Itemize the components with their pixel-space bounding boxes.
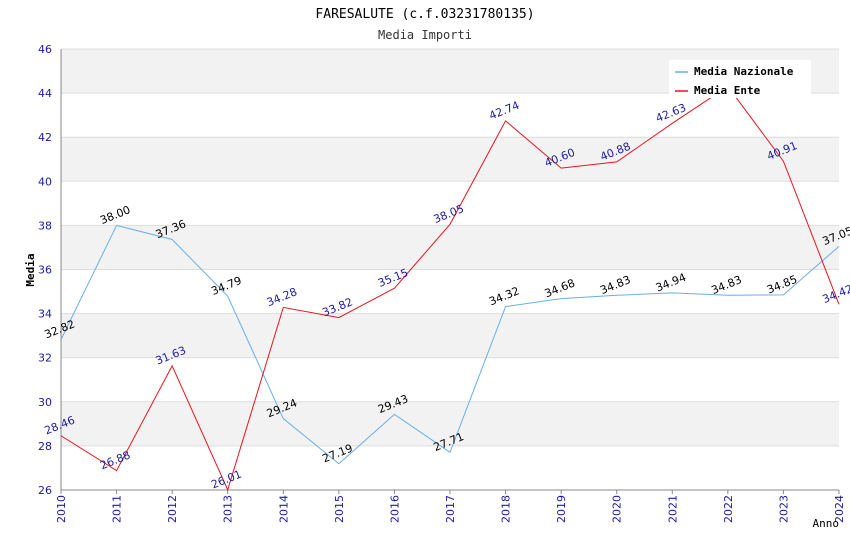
y-axis-label: Media <box>24 253 37 286</box>
x-tick-label: 2017 <box>444 495 457 523</box>
chart-subtitle: Media Importi <box>378 28 472 42</box>
series-line-media-nazionale <box>60 224 840 465</box>
legend: Media Nazionale Media Ente <box>669 60 811 98</box>
background-band <box>61 137 839 182</box>
x-tick-label: 2021 <box>666 495 679 523</box>
x-tick-label: 2014 <box>277 495 290 523</box>
y-tick-label: 36 <box>38 264 52 277</box>
x-tick-label: 2016 <box>388 495 401 523</box>
x-axis-label: Anno <box>813 517 840 530</box>
series-line-media-ente <box>60 85 840 492</box>
x-tick-label: 2018 <box>500 495 513 523</box>
y-tick-label: 32 <box>38 352 52 365</box>
x-tick-label: 2010 <box>55 495 68 523</box>
background-band <box>61 225 839 270</box>
legend-label-media-ente: Media Ente <box>694 84 761 97</box>
background-band <box>61 445 839 490</box>
background-band <box>61 357 839 402</box>
y-tick-label: 42 <box>38 131 52 144</box>
y-tick-label: 44 <box>38 87 52 100</box>
y-tick-label: 28 <box>38 440 52 453</box>
background-band <box>61 401 839 446</box>
x-tick-label: 2020 <box>611 495 624 523</box>
background-band <box>61 313 839 358</box>
legend-box <box>669 60 811 98</box>
series-lines <box>60 85 840 492</box>
legend-label-media-nazionale: Media Nazionale <box>694 65 794 78</box>
y-tick-label: 40 <box>38 175 52 188</box>
chart-title: FARESALUTE (c.f.03231780135) <box>315 7 534 22</box>
x-tick-label: 2019 <box>555 495 568 523</box>
x-tick-label: 2022 <box>722 495 735 523</box>
background-band <box>61 93 839 138</box>
y-tick-label: 38 <box>38 219 52 232</box>
x-tick-label: 2024 <box>833 495 846 523</box>
background-band <box>61 181 839 226</box>
y-tick-label: 26 <box>38 484 52 497</box>
x-tick-label: 2013 <box>222 495 235 523</box>
y-tick-label: 46 <box>38 43 52 56</box>
plot-background-bands <box>61 49 839 490</box>
background-band <box>61 269 839 314</box>
x-tick-label: 2023 <box>777 495 790 523</box>
x-tick-label: 2015 <box>333 495 346 523</box>
x-tick-label: 2012 <box>166 495 179 523</box>
y-tick-label: 34 <box>38 308 52 321</box>
x-tick-label: 2011 <box>111 495 124 523</box>
y-tick-label: 30 <box>38 396 52 409</box>
axes: 26 28 30 32 34 36 38 40 42 44 46 2010 2011 2012 2013 20… <box>38 43 846 523</box>
